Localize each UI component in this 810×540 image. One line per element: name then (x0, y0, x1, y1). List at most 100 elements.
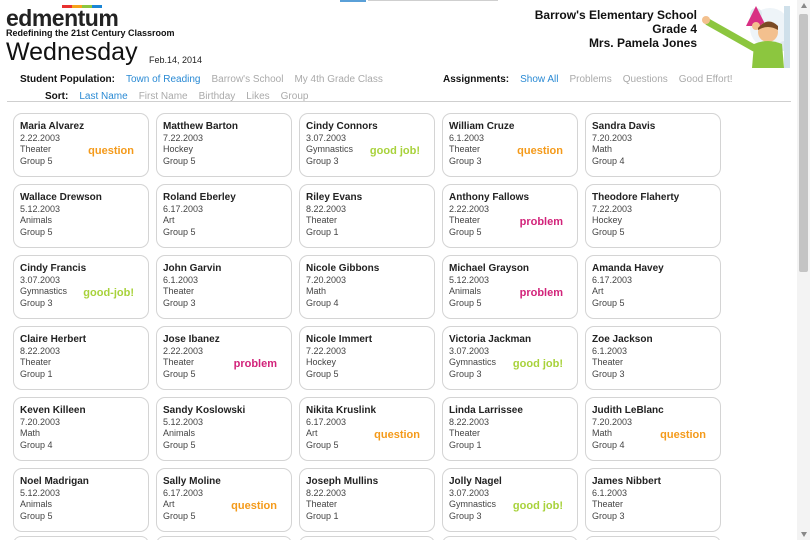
student-card-partial (299, 536, 435, 540)
student-name: Matthew Barton (163, 121, 238, 132)
student-birthday: 5.12.2003 (449, 275, 490, 285)
student-card[interactable]: Nicole Immert 7.22.2003 Hockey Group 5 (299, 326, 435, 390)
student-card[interactable]: William Cruze 6.1.2003 Theater Group 3 quest… (442, 113, 578, 177)
student-birthday: 7.20.2003 (592, 133, 633, 143)
student-group: Group 5 (306, 368, 339, 379)
assignment-option-questions[interactable]: Questions (622, 74, 668, 85)
assignment-status-badge: question (88, 145, 134, 157)
logo-color-stripe (62, 5, 102, 8)
assignment-status-badge: question (660, 429, 706, 441)
student-card[interactable]: Anthony Fallows 2.22.2003 Theater Group 5 pr… (442, 184, 578, 248)
student-group: Group 3 (163, 297, 196, 308)
student-birthday: 6.1.2003 (163, 275, 199, 285)
student-group: Group 4 (306, 297, 339, 308)
student-group: Group 5 (163, 510, 196, 521)
student-likes: Theater (592, 357, 624, 368)
population-option-school[interactable]: Barrow's School (211, 74, 284, 85)
sort-option-birthday[interactable]: Birthday (198, 91, 236, 102)
assignment-status-badge: problem (233, 358, 277, 370)
student-card[interactable]: Michael Grayson 5.12.2003 Animals Group 5 pr… (442, 255, 578, 319)
student-birthday: 6.1.2003 (592, 346, 628, 356)
browser-tab-line (368, 0, 498, 1)
student-card[interactable]: James Nibbert 6.1.2003 Theater Group 3 (585, 468, 721, 532)
student-name: Jolly Nagel (449, 476, 502, 487)
student-card[interactable]: Amanda Havey 6.17.2003 Art Group 5 (585, 255, 721, 319)
student-likes: Gymnastics (306, 144, 354, 155)
student-card[interactable]: Theodore Flaherty 7.22.2003 Hockey Group 5 (585, 184, 721, 248)
student-card[interactable]: Claire Herbert 8.22.2003 Theater Group 1 (13, 326, 149, 390)
next-row-cards (13, 536, 721, 540)
student-card[interactable]: Wallace Drewson 5.12.2003 Animals Group 5 (13, 184, 149, 248)
student-birthday: 3.07.2003 (449, 488, 490, 498)
student-card[interactable]: Riley Evans 8.22.2003 Theater Group 1 (299, 184, 435, 248)
student-likes: Math (592, 144, 613, 155)
logo-tagline: Redefining the 21st Century Classroom (6, 28, 175, 38)
student-likes: Hockey (592, 215, 623, 226)
student-name: Nikita Kruslink (306, 405, 377, 416)
student-likes: Theater (306, 215, 338, 226)
student-card[interactable]: Jose Ibanez 2.22.2003 Theater Group 5 proble… (156, 326, 292, 390)
assignment-status-badge: good job! (369, 145, 420, 157)
student-card[interactable]: Roland Eberley 6.17.2003 Art Group 5 (156, 184, 292, 248)
assignment-status-badge: problem (519, 287, 563, 299)
student-group: Group 5 (449, 297, 482, 308)
student-card[interactable]: Jolly Nagel 3.07.2003 Gymnastics Group 3 goo… (442, 468, 578, 532)
student-card[interactable]: Maria Alvarez 2.22.2003 Theater Group 5 ques… (13, 113, 149, 177)
student-card[interactable]: Sally Moline 6.17.2003 Art Group 5 question (156, 468, 292, 532)
student-likes: Art (306, 428, 318, 439)
student-group: Group 3 (592, 510, 625, 521)
student-name: Linda Larrissee (449, 405, 523, 416)
student-birthday: 7.22.2003 (163, 133, 204, 143)
student-card-partial (156, 536, 292, 540)
student-group: Group 3 (449, 368, 482, 379)
assignment-status-badge: question (374, 429, 420, 441)
student-group: Group 5 (449, 226, 482, 237)
student-card[interactable]: Zoe Jackson 6.1.2003 Theater Group 3 (585, 326, 721, 390)
student-card[interactable]: Matthew Barton 7.22.2003 Hockey Group 5 (156, 113, 292, 177)
student-name: Sandy Koslowski (163, 405, 246, 416)
student-card[interactable]: Judith LeBlanc 7.20.2003 Math Group 4 questi… (585, 397, 721, 461)
scroll-up-arrow-icon[interactable] (801, 3, 807, 8)
student-birthday: 8.22.2003 (306, 488, 347, 498)
page-scrollbar[interactable] (797, 0, 810, 540)
assignment-option-good-effort[interactable]: Good Effort! (678, 74, 733, 85)
student-card[interactable]: Cindy Connors 3.07.2003 Gymnastics Group 3 g… (299, 113, 435, 177)
student-card[interactable]: Nicole Gibbons 7.20.2003 Math Group 4 (299, 255, 435, 319)
student-group: Group 1 (306, 510, 339, 521)
student-likes: Theater (20, 357, 52, 368)
student-birthday: 8.22.2003 (449, 417, 490, 427)
scroll-down-arrow-icon[interactable] (801, 532, 807, 537)
student-card[interactable]: Linda Larrissee 8.22.2003 Theater Group 1 (442, 397, 578, 461)
sort-filter: Sort: Last Name First Name Birthday Like… (45, 91, 308, 102)
student-card[interactable]: Nikita Kruslink 6.17.2003 Art Group 5 questi… (299, 397, 435, 461)
student-card[interactable]: Victoria Jackman 3.07.2003 Gymnastics Group… (442, 326, 578, 390)
day-heading: Wednesday (6, 38, 138, 66)
scrollbar-thumb[interactable] (799, 14, 808, 272)
population-option-town[interactable]: Town of Reading (126, 74, 201, 85)
population-label: Student Population: (20, 74, 115, 85)
student-birthday: 3.07.2003 (20, 275, 61, 285)
student-card[interactable]: John Garvin 6.1.2003 Theater Group 3 (156, 255, 292, 319)
sort-option-last-name[interactable]: Last Name (79, 91, 128, 102)
sort-option-group[interactable]: Group (280, 91, 309, 102)
student-card[interactable]: Sandra Davis 7.20.2003 Math Group 4 (585, 113, 721, 177)
student-likes: Math (306, 286, 327, 297)
assignment-option-show-all[interactable]: Show All (520, 74, 559, 85)
student-card[interactable]: Noel Madrigan 5.12.2003 Animals Group 5 (13, 468, 149, 532)
population-option-class[interactable]: My 4th Grade Class (294, 74, 383, 85)
sort-option-likes[interactable]: Likes (246, 91, 270, 102)
student-birthday: 5.12.2003 (20, 204, 61, 214)
student-likes: Animals (163, 428, 196, 439)
student-likes: Theater (592, 499, 624, 510)
student-group: Group 1 (449, 439, 482, 450)
sort-option-first-name[interactable]: First Name (138, 91, 188, 102)
student-card[interactable]: Cindy Francis 3.07.2003 Gymnastics Group 3 g… (13, 255, 149, 319)
assignment-status-badge: question (517, 145, 563, 157)
school-info: Barrow's Elementary School Grade 4 Mrs. … (535, 8, 697, 50)
student-card[interactable]: Joseph Mullins 8.22.2003 Theater Group 1 (299, 468, 435, 532)
assignment-option-problems[interactable]: Problems (569, 74, 612, 85)
student-card[interactable]: Sandy Koslowski 5.12.2003 Animals Group 5 (156, 397, 292, 461)
student-name: John Garvin (163, 263, 222, 274)
student-card-partial (442, 536, 578, 540)
student-card[interactable]: Keven Killeen 7.20.2003 Math Group 4 (13, 397, 149, 461)
